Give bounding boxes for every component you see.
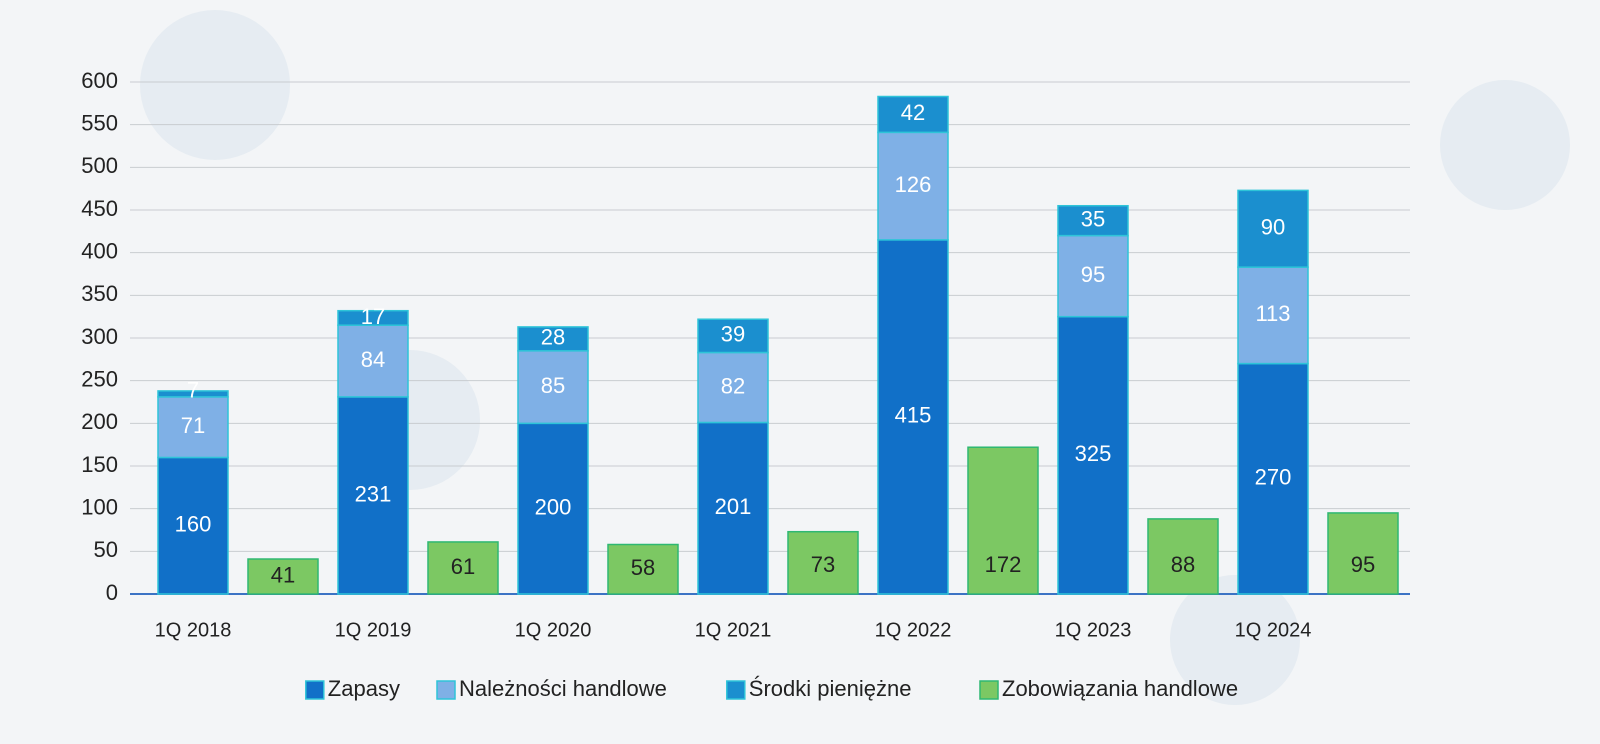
data-label: 325 [1075, 441, 1112, 466]
data-label: 172 [985, 552, 1022, 577]
legend-swatch [436, 680, 456, 700]
bar-segment [427, 541, 499, 595]
data-label: 85 [541, 373, 565, 398]
data-label: 95 [1081, 262, 1105, 287]
bar-segment [697, 421, 769, 595]
x-tick-label: 1Q 2020 [515, 619, 592, 641]
legend-label: Należności handlowe [459, 676, 667, 701]
data-label: 90 [1261, 215, 1285, 240]
y-tick-label: 150 [81, 452, 118, 477]
data-label: 71 [181, 413, 205, 438]
x-tick-label: 1Q 2018 [155, 619, 232, 641]
data-label: 41 [271, 562, 295, 587]
legend-swatch [305, 680, 325, 700]
y-tick-label: 450 [81, 196, 118, 221]
bar-segment [1057, 234, 1129, 318]
bar-segment [157, 396, 229, 459]
bar-segment [517, 350, 589, 425]
decor-circle [1440, 80, 1570, 210]
data-label: 126 [895, 172, 932, 197]
data-label: 84 [361, 347, 385, 372]
data-label: 200 [535, 494, 572, 519]
data-label: 58 [631, 555, 655, 580]
bar-segment [877, 95, 949, 134]
bar-segment [877, 239, 949, 595]
legend-swatch [979, 680, 999, 700]
data-label: 415 [895, 403, 932, 428]
data-label: 231 [355, 481, 392, 506]
bar-segment [337, 309, 409, 326]
y-tick-label: 250 [81, 366, 118, 391]
bar-segment [697, 351, 769, 424]
data-label: 7 [187, 378, 199, 403]
decor-circle [1170, 575, 1300, 705]
data-label: 201 [715, 494, 752, 519]
bar-segment [1327, 512, 1399, 595]
bar-segment [967, 446, 1039, 595]
data-label: 95 [1351, 552, 1375, 577]
legend-label: Środki pieniężne [749, 676, 912, 701]
y-tick-label: 50 [94, 537, 118, 562]
plot: 0 50 100 150 200 250 300 350 400 450 500 550 600 1Q 2… [81, 68, 1410, 701]
data-label: 160 [175, 512, 212, 537]
data-label: 88 [1171, 552, 1195, 577]
y-tick-label: 550 [81, 110, 118, 135]
bar-segment [517, 326, 589, 352]
data-label: 28 [541, 325, 565, 350]
y-tick-label: 100 [81, 494, 118, 519]
data-label: 61 [451, 554, 475, 579]
data-label: 82 [721, 373, 745, 398]
y-tick-label: 200 [81, 409, 118, 434]
legend-label: Zobowiązania handlowe [1002, 676, 1238, 701]
x-tick-label: 1Q 2019 [335, 619, 412, 641]
y-tick-label: 400 [81, 238, 118, 263]
bar-segment [787, 530, 859, 595]
legend-label: Zapasy [328, 676, 400, 701]
bar-segment [697, 318, 769, 354]
data-label: 113 [1255, 301, 1290, 326]
legend-swatch [726, 680, 746, 700]
bar-segment [1237, 266, 1309, 365]
decor-circle [140, 10, 290, 160]
x-tick-label: 1Q 2024 [1235, 619, 1312, 641]
bar-segment [1237, 189, 1309, 268]
bar-segment [517, 422, 589, 595]
y-tick-label: 350 [81, 281, 118, 306]
data-label: 270 [1255, 465, 1292, 490]
bar-segment [607, 543, 679, 595]
x-tick-label: 1Q 2023 [1055, 619, 1132, 641]
x-tick-label: 1Q 2021 [695, 619, 772, 641]
y-tick-label: 300 [81, 324, 118, 349]
bar-segment [157, 456, 229, 595]
bar-segment [247, 558, 319, 595]
y-tick-label: 600 [81, 68, 118, 93]
bar-segment [337, 324, 409, 398]
bar-segment [337, 396, 409, 595]
bar-segment [1237, 362, 1309, 595]
data-label: 39 [721, 322, 745, 347]
bar-segment [1057, 315, 1129, 595]
bar-segment [1057, 204, 1129, 237]
data-label: 17 [361, 304, 385, 329]
y-tick-label: 500 [81, 153, 118, 178]
y-tick-label: 0 [106, 580, 118, 605]
bar-segment [157, 390, 229, 398]
data-label: 73 [811, 552, 835, 577]
data-label: 35 [1081, 206, 1105, 231]
bar-segment [877, 131, 949, 241]
x-tick-label: 1Q 2022 [875, 619, 952, 641]
bar-segment [1147, 518, 1219, 595]
data-label: 42 [901, 100, 925, 125]
